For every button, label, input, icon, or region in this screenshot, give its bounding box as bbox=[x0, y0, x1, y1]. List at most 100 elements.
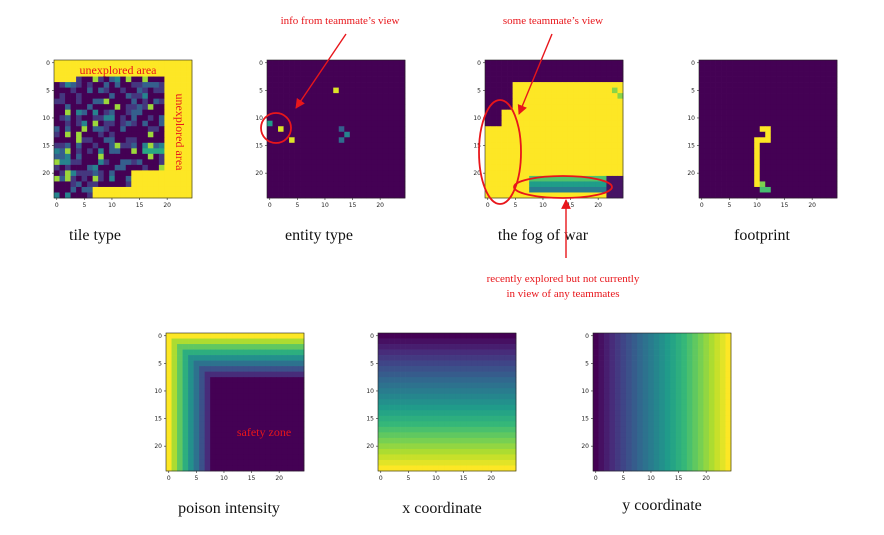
heatmap-cell bbox=[237, 371, 244, 378]
heatmap-cell bbox=[471, 382, 478, 389]
heatmap-cell bbox=[54, 76, 60, 83]
heatmap-cell bbox=[378, 421, 384, 428]
heatmap-cell bbox=[699, 181, 705, 188]
heatmap-cell bbox=[349, 126, 356, 133]
heatmap-cell bbox=[65, 164, 71, 171]
heatmap-cell bbox=[759, 148, 766, 155]
heatmap-cell bbox=[545, 120, 552, 127]
heatmap-cell bbox=[136, 192, 143, 199]
heatmap-cell bbox=[360, 60, 367, 66]
heatmap-cell bbox=[371, 104, 378, 111]
heatmap-cell bbox=[708, 399, 715, 406]
heatmap-cell bbox=[589, 87, 596, 94]
heatmap-cell bbox=[188, 333, 194, 339]
heatmap-cell bbox=[831, 71, 838, 77]
heatmap-cell bbox=[681, 344, 688, 350]
heatmap-cell bbox=[92, 98, 99, 105]
heatmap-cell bbox=[114, 181, 121, 188]
heatmap-cell bbox=[499, 382, 506, 389]
y-tick-label: 15 bbox=[42, 143, 50, 150]
heatmap-cell bbox=[125, 164, 132, 171]
heatmap-cell bbox=[686, 421, 693, 428]
heatmap-cell bbox=[232, 448, 239, 455]
heatmap-cell bbox=[455, 388, 462, 395]
heatmap-cell bbox=[422, 355, 429, 361]
heatmap-cell bbox=[803, 60, 810, 66]
heatmap-cell bbox=[125, 60, 132, 66]
heatmap-cell bbox=[460, 443, 467, 450]
y-tick-label: 20 bbox=[687, 170, 695, 177]
heatmap-cell bbox=[169, 142, 176, 149]
heatmap-cell bbox=[626, 454, 632, 461]
heatmap-cell bbox=[237, 382, 244, 389]
heatmap-cell bbox=[411, 443, 417, 450]
heatmap-cell bbox=[226, 382, 233, 389]
heatmap-cell bbox=[210, 355, 217, 361]
heatmap-cell bbox=[642, 454, 649, 461]
heatmap-cell bbox=[276, 415, 283, 422]
heatmap-cell bbox=[54, 170, 60, 177]
heatmap-cell bbox=[327, 137, 334, 144]
heatmap-cell bbox=[787, 159, 794, 166]
heatmap-cell bbox=[265, 426, 272, 433]
heatmap-cell bbox=[327, 192, 334, 199]
heatmap-cell bbox=[433, 388, 440, 395]
heatmap-cell bbox=[243, 421, 250, 428]
heatmap-cell bbox=[670, 415, 677, 422]
heatmap-cell bbox=[109, 93, 116, 99]
heatmap-cell bbox=[272, 65, 279, 72]
heatmap-cell bbox=[512, 153, 519, 160]
heatmap-cell bbox=[776, 131, 783, 138]
heatmap-cell bbox=[449, 437, 456, 444]
heatmap-cell bbox=[382, 76, 389, 83]
heatmap-cell bbox=[327, 87, 334, 94]
heatmap-cell bbox=[400, 426, 406, 433]
heatmap-cell bbox=[743, 126, 750, 133]
heatmap-cell bbox=[675, 465, 682, 472]
heatmap-cell bbox=[248, 360, 255, 367]
heatmap-cell bbox=[573, 104, 580, 111]
heatmap-cell bbox=[737, 109, 744, 116]
heatmap-cell bbox=[438, 404, 445, 411]
heatmap-cell bbox=[754, 186, 761, 193]
heatmap-cell bbox=[562, 137, 569, 144]
heatmap-cell bbox=[120, 87, 127, 94]
heatmap-cell bbox=[81, 181, 88, 188]
heatmap-cell bbox=[433, 465, 440, 472]
heatmap-cell bbox=[510, 338, 517, 345]
heatmap-cell bbox=[393, 148, 400, 155]
heatmap-cell bbox=[523, 170, 530, 177]
heatmap-cell bbox=[540, 159, 547, 166]
heatmap-cell bbox=[699, 76, 705, 83]
heatmap-cell bbox=[485, 137, 491, 144]
heatmap-cell bbox=[267, 175, 273, 182]
heatmap-cell bbox=[814, 104, 821, 111]
heatmap-cell bbox=[103, 104, 110, 111]
heatmap-cell bbox=[169, 98, 176, 105]
heatmap-cell bbox=[820, 164, 827, 171]
heatmap-cell bbox=[65, 126, 71, 133]
heatmap-cell bbox=[708, 404, 715, 411]
y-tick-label: 5 bbox=[477, 87, 481, 94]
heatmap-cell bbox=[726, 186, 733, 193]
heatmap-cell bbox=[595, 126, 602, 133]
heatmap-cell bbox=[803, 170, 810, 177]
heatmap-cell bbox=[595, 115, 602, 122]
heatmap-cell bbox=[510, 382, 517, 389]
heatmap-cell bbox=[389, 459, 395, 466]
heatmap-cell bbox=[631, 421, 638, 428]
heatmap-cell bbox=[615, 338, 621, 345]
heatmap-cell bbox=[609, 448, 616, 455]
heatmap-cell bbox=[175, 159, 182, 166]
heatmap-cell bbox=[171, 465, 178, 472]
heatmap-cell bbox=[70, 126, 77, 133]
heatmap-cell bbox=[92, 82, 99, 88]
heatmap-cell bbox=[490, 87, 497, 94]
heatmap-cell bbox=[438, 377, 445, 384]
heatmap-cell bbox=[743, 71, 750, 77]
heatmap-cell bbox=[226, 333, 233, 339]
heatmap-cell bbox=[831, 142, 838, 149]
caption-fog-of-war: the fog of war bbox=[498, 227, 589, 244]
y-tick-label: 20 bbox=[366, 443, 374, 450]
heatmap-cell bbox=[125, 170, 132, 177]
